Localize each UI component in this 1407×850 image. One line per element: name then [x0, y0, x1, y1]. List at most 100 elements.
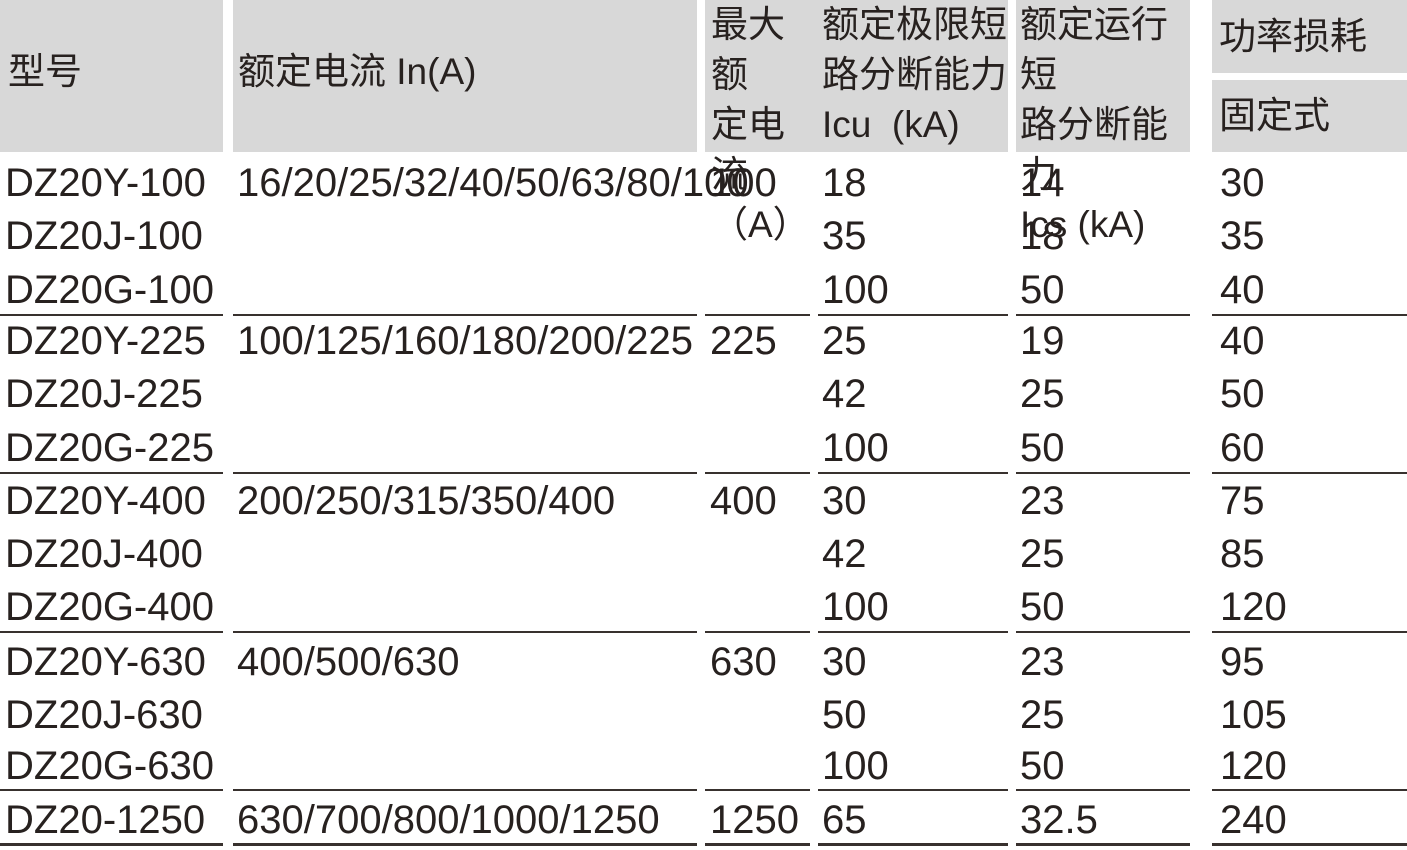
ics-cell: 25	[1020, 372, 1065, 416]
table-row: DZ20Y-400 200/250/315/350/400 400 30 23 …	[0, 475, 1407, 527]
model-cell: DZ20-1250	[5, 798, 206, 842]
max-current-cell: 225	[710, 319, 777, 363]
group-divider	[0, 314, 1407, 316]
power-loss-cell: 120	[1220, 585, 1287, 629]
model-cell: DZ20G-225	[5, 426, 214, 470]
model-cell: DZ20J-225	[5, 372, 203, 416]
rated-current-cell: 400/500/630	[237, 640, 460, 684]
table-row: DZ20G-100 100 50 40	[0, 264, 1407, 316]
power-loss-cell: 240	[1220, 798, 1287, 842]
model-cell: DZ20G-100	[5, 268, 214, 312]
max-current-cell: 100	[710, 161, 777, 205]
model-cell: DZ20Y-630	[5, 640, 206, 684]
header-icu-line1: 额定极限短	[822, 4, 1007, 45]
ics-cell: 19	[1020, 319, 1065, 363]
header-icu-line3: Icu (kA)	[822, 104, 960, 145]
power-loss-cell: 40	[1220, 268, 1265, 312]
power-loss-cell: 95	[1220, 640, 1265, 684]
ics-cell: 50	[1020, 744, 1065, 788]
ics-cell: 25	[1020, 532, 1065, 576]
rated-current-cell: 630/700/800/1000/1250	[237, 798, 660, 842]
header-fixed-type-label: 固定式	[1219, 95, 1330, 136]
ics-cell: 23	[1020, 479, 1065, 523]
power-loss-cell: 50	[1220, 372, 1265, 416]
power-loss-cell: 60	[1220, 426, 1265, 470]
icu-cell: 42	[822, 532, 867, 576]
power-loss-cell: 105	[1220, 693, 1287, 737]
model-cell: DZ20Y-225	[5, 319, 206, 363]
table-row: DZ20-1250 630/700/800/1000/1250 1250 65 …	[0, 794, 1407, 846]
header-icu: 额定极限短 路分断能力 Icu (kA)	[818, 0, 1008, 152]
table-row: DZ20Y-100 16/20/25/32/40/50/63/80/100 10…	[0, 157, 1407, 209]
header-max-current-line1: 最大额	[711, 4, 785, 95]
header-max-current-line2: 定电流	[711, 104, 785, 195]
group-divider	[0, 472, 1407, 474]
group-divider	[0, 631, 1407, 633]
table-row: DZ20J-630 50 25 105	[0, 689, 1407, 741]
header-icu-line2: 路分断能力	[822, 54, 1007, 95]
model-cell: DZ20G-400	[5, 585, 214, 629]
model-cell: DZ20J-400	[5, 532, 203, 576]
header-max-current-line3: （A）	[711, 204, 810, 245]
table-row: DZ20Y-630 400/500/630 630 30 23 95	[0, 636, 1407, 688]
table-bottom-border	[0, 843, 1407, 846]
ics-cell: 14	[1020, 161, 1065, 205]
ics-cell: 18	[1020, 214, 1065, 258]
icu-cell: 30	[822, 640, 867, 684]
table-row: DZ20G-400 100 50 120	[0, 581, 1407, 633]
power-loss-cell: 120	[1220, 744, 1287, 788]
model-cell: DZ20J-100	[5, 214, 203, 258]
power-loss-cell: 35	[1220, 214, 1265, 258]
ics-cell: 23	[1020, 640, 1065, 684]
rated-current-cell: 16/20/25/32/40/50/63/80/100	[237, 161, 749, 205]
header-ics-line2: 路分断能力	[1020, 104, 1168, 195]
table-row: DZ20J-225 42 25 50	[0, 368, 1407, 420]
header-model-label: 型号	[8, 51, 82, 92]
max-current-cell: 1250	[710, 798, 799, 842]
icu-cell: 18	[822, 161, 867, 205]
icu-cell: 35	[822, 214, 867, 258]
rated-current-cell: 100/125/160/180/200/225	[237, 319, 693, 363]
icu-cell: 42	[822, 372, 867, 416]
model-cell: DZ20Y-100	[5, 161, 206, 205]
table-row: DZ20G-225 100 50 60	[0, 422, 1407, 474]
table-row: DZ20G-630 100 50 120	[0, 740, 1407, 792]
ics-cell: 32.5	[1020, 798, 1098, 842]
header-ics-line1: 额定运行短	[1020, 4, 1168, 95]
ics-cell: 25	[1020, 693, 1065, 737]
power-loss-cell: 75	[1220, 479, 1265, 523]
header-fixed-type: 固定式	[1212, 80, 1407, 152]
icu-cell: 100	[822, 268, 889, 312]
header-rated-current-label: 额定电流 In(A)	[238, 51, 477, 92]
header-ics: 额定运行短 路分断能力 Ics (kA)	[1016, 0, 1190, 245]
model-cell: DZ20Y-400	[5, 479, 206, 523]
ics-cell: 50	[1020, 426, 1065, 470]
icu-cell: 25	[822, 319, 867, 363]
header-power-loss: 功率损耗	[1212, 0, 1407, 73]
model-cell: DZ20J-630	[5, 693, 203, 737]
table-row: DZ20J-100 35 18 35	[0, 210, 1407, 262]
max-current-cell: 630	[710, 640, 777, 684]
table-row: DZ20J-400 42 25 85	[0, 528, 1407, 580]
icu-cell: 50	[822, 693, 867, 737]
icu-cell: 65	[822, 798, 867, 842]
header-power-loss-label: 功率损耗	[1219, 15, 1367, 57]
model-cell: DZ20G-630	[5, 744, 214, 788]
table-row: DZ20Y-225 100/125/160/180/200/225 225 25…	[0, 315, 1407, 367]
rated-current-cell: 200/250/315/350/400	[237, 479, 616, 523]
ics-cell: 50	[1020, 585, 1065, 629]
power-loss-cell: 40	[1220, 319, 1265, 363]
header-model: 型号	[0, 0, 223, 152]
ics-cell: 50	[1020, 268, 1065, 312]
icu-cell: 100	[822, 744, 889, 788]
header-max-current: 最大额 定电流 （A）	[705, 0, 818, 245]
icu-cell: 30	[822, 479, 867, 523]
power-loss-cell: 85	[1220, 532, 1265, 576]
power-loss-cell: 30	[1220, 161, 1265, 205]
header-ics-line3: Ics (kA)	[1020, 204, 1146, 245]
icu-cell: 100	[822, 426, 889, 470]
max-current-cell: 400	[710, 479, 777, 523]
header-rated-current: 额定电流 In(A)	[233, 0, 697, 152]
group-divider	[0, 789, 1407, 791]
